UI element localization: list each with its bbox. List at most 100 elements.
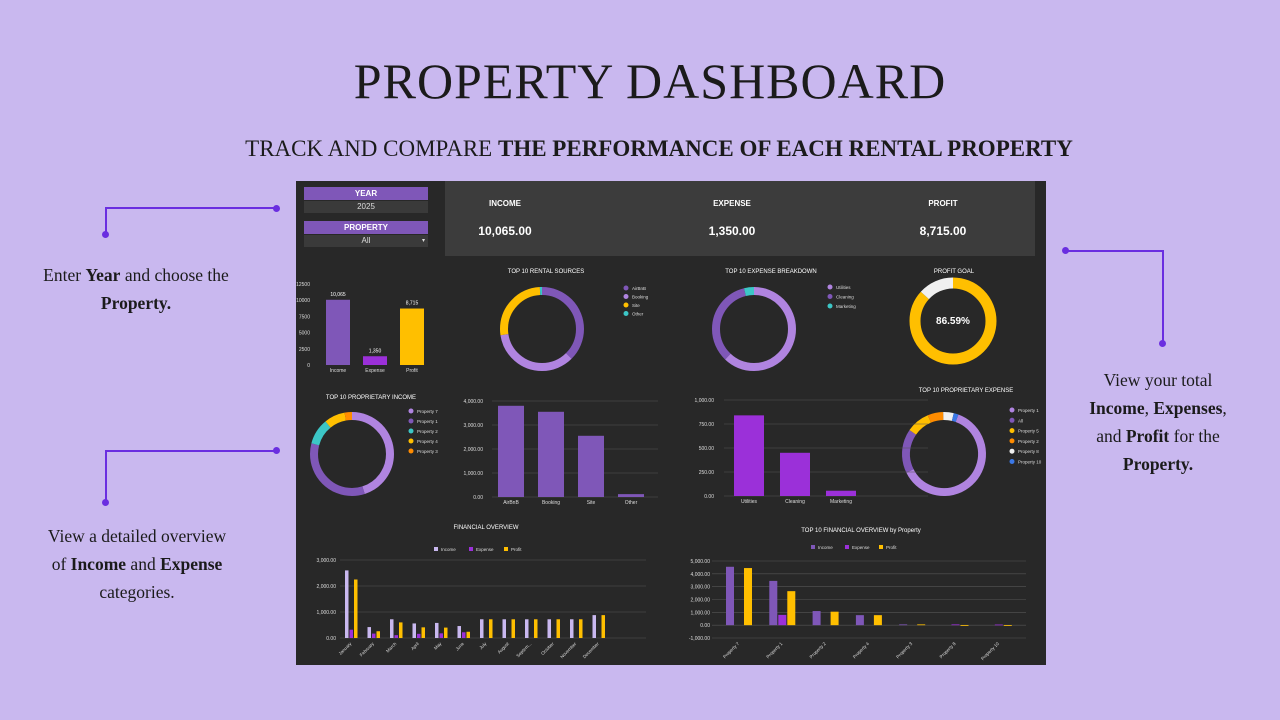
bar xyxy=(345,570,349,638)
kpi-profit-value: 8,715.00 xyxy=(919,224,967,238)
annotation-year-property: Enter Year and choose the Property. xyxy=(10,261,262,317)
legend-marker xyxy=(1009,438,1015,444)
legend-marker xyxy=(408,418,414,424)
page-subtitle: TRACK AND COMPARE THE PERFORMANCE OF EAC… xyxy=(0,136,1280,162)
bar xyxy=(462,632,466,638)
legend-label: Site xyxy=(632,303,640,308)
x-tick-label: Cleaning xyxy=(785,499,805,505)
connector-dot xyxy=(273,205,280,212)
bar xyxy=(400,308,424,365)
legend-label: Expense xyxy=(476,547,494,552)
year-filter-label: YEAR xyxy=(304,187,428,200)
financial-by-property-title: TOP 10 FINANCIAL OVERVIEW by Property xyxy=(801,528,921,534)
x-tick-label: August xyxy=(497,641,511,655)
bar xyxy=(439,633,443,638)
bar xyxy=(547,619,551,638)
donut-slice xyxy=(500,287,584,371)
page-title: PROPERTY DASHBOARD xyxy=(353,53,947,109)
annot-text: Enter xyxy=(43,265,86,285)
legend-label: Income xyxy=(818,545,833,550)
property-filter-select[interactable]: All ▾ xyxy=(304,235,428,247)
x-tick-label: Other xyxy=(625,500,638,506)
donut-slice xyxy=(712,287,796,371)
profit-goal-title: PROFIT GOAL xyxy=(933,269,975,275)
y-tick-label: 3,000.00 xyxy=(464,423,484,429)
legend-marker xyxy=(827,294,833,299)
data-label: 10,065 xyxy=(330,292,346,298)
connector-dot xyxy=(102,231,109,238)
legend-marker xyxy=(408,448,414,454)
legend-marker xyxy=(623,294,629,299)
charts-canvas: AirBnB Booking Site Other Utilities Cleaning M… xyxy=(296,277,1042,661)
bar xyxy=(538,411,564,497)
data-label: 8,715 xyxy=(406,301,419,307)
legend-label: Property 3 xyxy=(417,449,438,454)
x-tick-label: Property 10 xyxy=(980,641,1000,661)
bar xyxy=(994,624,1003,626)
annot-bold: Expenses xyxy=(1153,398,1223,418)
x-tick-label: Property 3 xyxy=(895,641,914,660)
kpi-panel: INCOME 10,065.00 EXPENSE 1,350.00 PROFIT… xyxy=(445,181,1035,256)
annotation-overview: View a detailed overview of Income and E… xyxy=(12,522,262,606)
y-tick-label: 2,000.00 xyxy=(691,598,711,604)
bar xyxy=(618,494,644,497)
donut-slice xyxy=(712,287,796,371)
year-filter-input[interactable]: 2025 xyxy=(304,201,428,213)
annot-bold: Income xyxy=(1089,398,1145,418)
annot-text: View a detailed overview xyxy=(47,526,227,546)
bar xyxy=(480,619,484,638)
legend-label: All xyxy=(1018,418,1023,423)
y-tick-label: 0.00 xyxy=(473,495,483,501)
annot-text: and choose the xyxy=(120,265,229,285)
x-tick-label: Property 8 xyxy=(938,641,957,660)
bar xyxy=(367,627,371,638)
annot-text: and xyxy=(126,554,161,574)
bar xyxy=(457,626,461,638)
connector-dot xyxy=(102,499,109,506)
bar xyxy=(417,633,421,638)
x-tick-label: Expense xyxy=(365,368,385,374)
annot-bold: Property. xyxy=(1122,454,1194,474)
x-tick-label: Property 2 xyxy=(809,641,828,660)
y-tick-label: 5,000.00 xyxy=(691,559,711,565)
x-tick-label: October xyxy=(540,641,555,656)
x-tick-label: December xyxy=(582,641,601,660)
x-tick-label: Profit xyxy=(406,368,418,374)
bar xyxy=(769,580,778,626)
bar xyxy=(570,619,574,638)
legend-marker xyxy=(1009,407,1015,413)
bar xyxy=(354,579,358,638)
y-tick-label: 3,000.00 xyxy=(691,585,711,591)
bar xyxy=(726,566,734,626)
annot-text: of xyxy=(51,554,71,574)
legend-marker xyxy=(845,545,849,549)
connector-line xyxy=(1066,250,1164,252)
bar xyxy=(444,627,448,638)
bar xyxy=(579,619,583,638)
x-tick-label: Property 7 xyxy=(722,641,741,660)
y-tick-label: 1,000.00 xyxy=(464,471,484,477)
x-tick-label: Septem... xyxy=(515,641,532,658)
bar xyxy=(855,615,864,626)
legend-label: Booking xyxy=(632,295,649,300)
y-tick-label: -1,000.00 xyxy=(689,636,710,642)
x-tick-label: May xyxy=(433,641,443,651)
bar xyxy=(899,624,908,626)
connector-dot xyxy=(1159,340,1166,347)
annot-bold: Expense xyxy=(160,554,223,574)
chevron-down-icon[interactable]: ▾ xyxy=(421,238,425,244)
legend-marker xyxy=(408,438,414,444)
legend-label: Property 5 xyxy=(1018,429,1039,434)
legend-marker xyxy=(879,545,883,549)
legend-marker xyxy=(1009,428,1015,434)
donut-slice xyxy=(902,412,986,496)
subtitle-bold: THE PERFORMANCE OF EACH RENTAL PROPERTY xyxy=(497,136,1073,161)
kpi-income-value: 10,065.00 xyxy=(478,224,532,238)
y-tick-label: 0.00 xyxy=(700,623,710,629)
x-tick-label: Booking xyxy=(542,500,560,506)
donut-slice xyxy=(310,412,394,496)
legend-marker xyxy=(623,285,629,291)
bar xyxy=(390,619,394,638)
kpi-profit-label: PROFIT xyxy=(928,199,958,208)
legend-marker xyxy=(1009,448,1015,454)
